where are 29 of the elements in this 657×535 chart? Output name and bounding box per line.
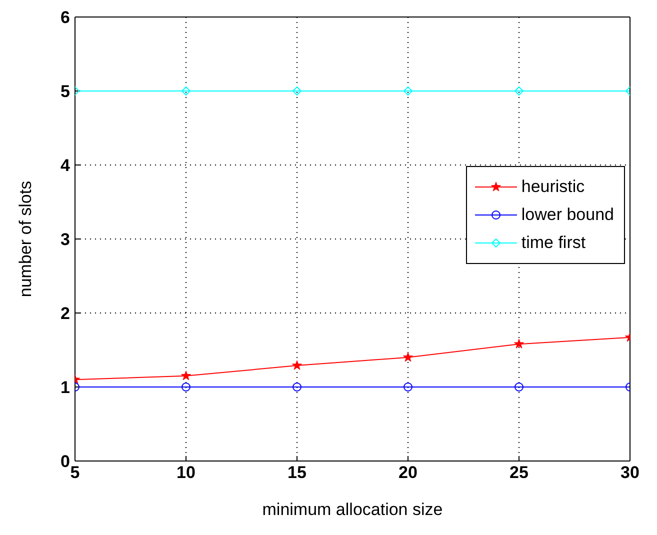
x-tick-label: 10 xyxy=(176,463,196,482)
y-tick-label: 5 xyxy=(60,82,70,102)
y-axis-title: number of slots xyxy=(16,180,36,298)
legend-label: lower bound xyxy=(521,205,614,225)
point xyxy=(292,382,302,392)
y-tick-label: 6 xyxy=(60,8,70,28)
point xyxy=(180,370,192,380)
y-tick-label: 2 xyxy=(60,304,70,324)
point xyxy=(292,86,302,96)
y-tick-label: 1 xyxy=(60,378,70,398)
x-tick-label: 20 xyxy=(398,463,418,482)
y-tick-label: 3 xyxy=(60,230,70,250)
x-axis-title: minimum allocation size xyxy=(262,500,443,519)
point xyxy=(182,382,190,392)
point xyxy=(514,338,524,348)
x-tick-label: 25 xyxy=(510,463,528,482)
y-tick-label: 4 xyxy=(60,156,71,176)
point xyxy=(182,86,190,96)
y-tick-label: 0 xyxy=(60,452,70,472)
point xyxy=(514,382,524,392)
legend-label: time first xyxy=(521,233,586,253)
legend-label: heuristic xyxy=(521,177,585,197)
point xyxy=(404,382,412,392)
point xyxy=(292,360,302,370)
x-tick-label: 30 xyxy=(620,463,640,482)
point xyxy=(402,352,414,362)
x-tick-label: 15 xyxy=(288,463,306,482)
point xyxy=(514,86,524,96)
point xyxy=(404,86,412,96)
